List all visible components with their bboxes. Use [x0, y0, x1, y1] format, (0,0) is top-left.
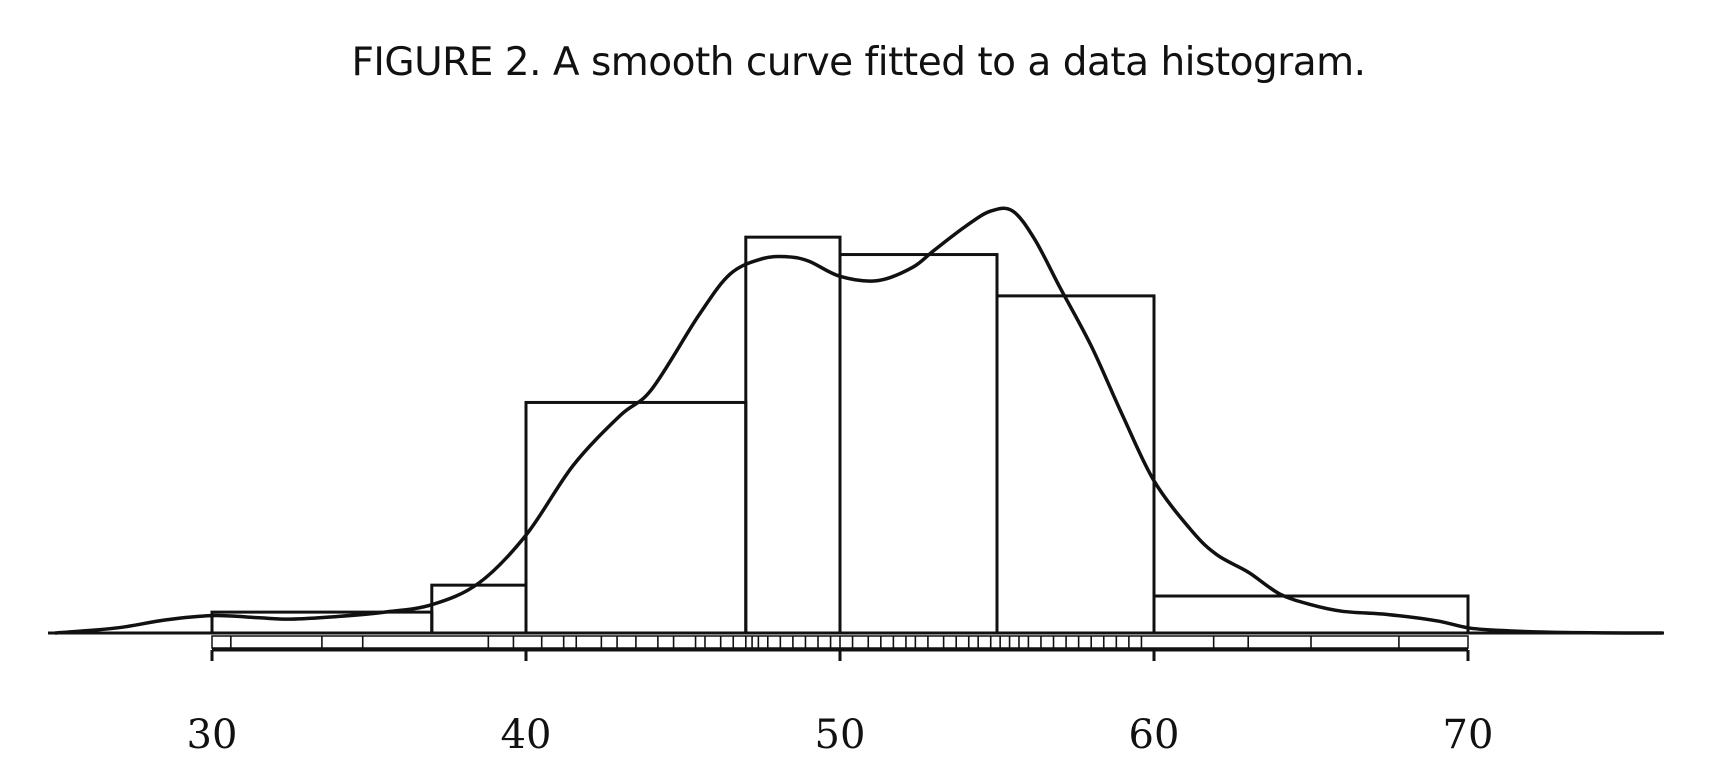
x-tick-label-50: 50: [815, 712, 866, 758]
x-tick-label-30: 30: [187, 712, 238, 758]
x-tick-label-60: 60: [1129, 712, 1180, 758]
x-tick-label-40: 40: [501, 712, 552, 758]
histogram-bar-4: [744, 235, 842, 635]
chart-title: FIGURE 2. A smooth curve fitted to a dat…: [351, 40, 1366, 85]
histogram-bar-2: [430, 583, 528, 635]
histogram-bar-5: [838, 253, 999, 635]
histogram-bar-7: [1152, 594, 1470, 635]
histogram-bar-6: [995, 294, 1156, 635]
histogram-bar-3: [524, 400, 748, 635]
x-axis: 30 40 50 60 70: [187, 648, 1494, 758]
rug-strip: [211, 635, 1469, 649]
histogram-bars: [210, 235, 1470, 635]
density-curve: [54, 206, 1663, 635]
x-tick-label-70: 70: [1443, 712, 1494, 758]
density-curve-group: [54, 206, 1663, 635]
